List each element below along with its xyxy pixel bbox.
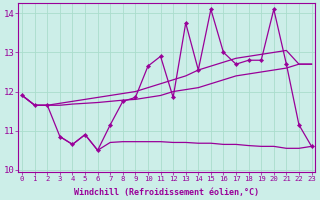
X-axis label: Windchill (Refroidissement éolien,°C): Windchill (Refroidissement éolien,°C) [74, 188, 259, 197]
